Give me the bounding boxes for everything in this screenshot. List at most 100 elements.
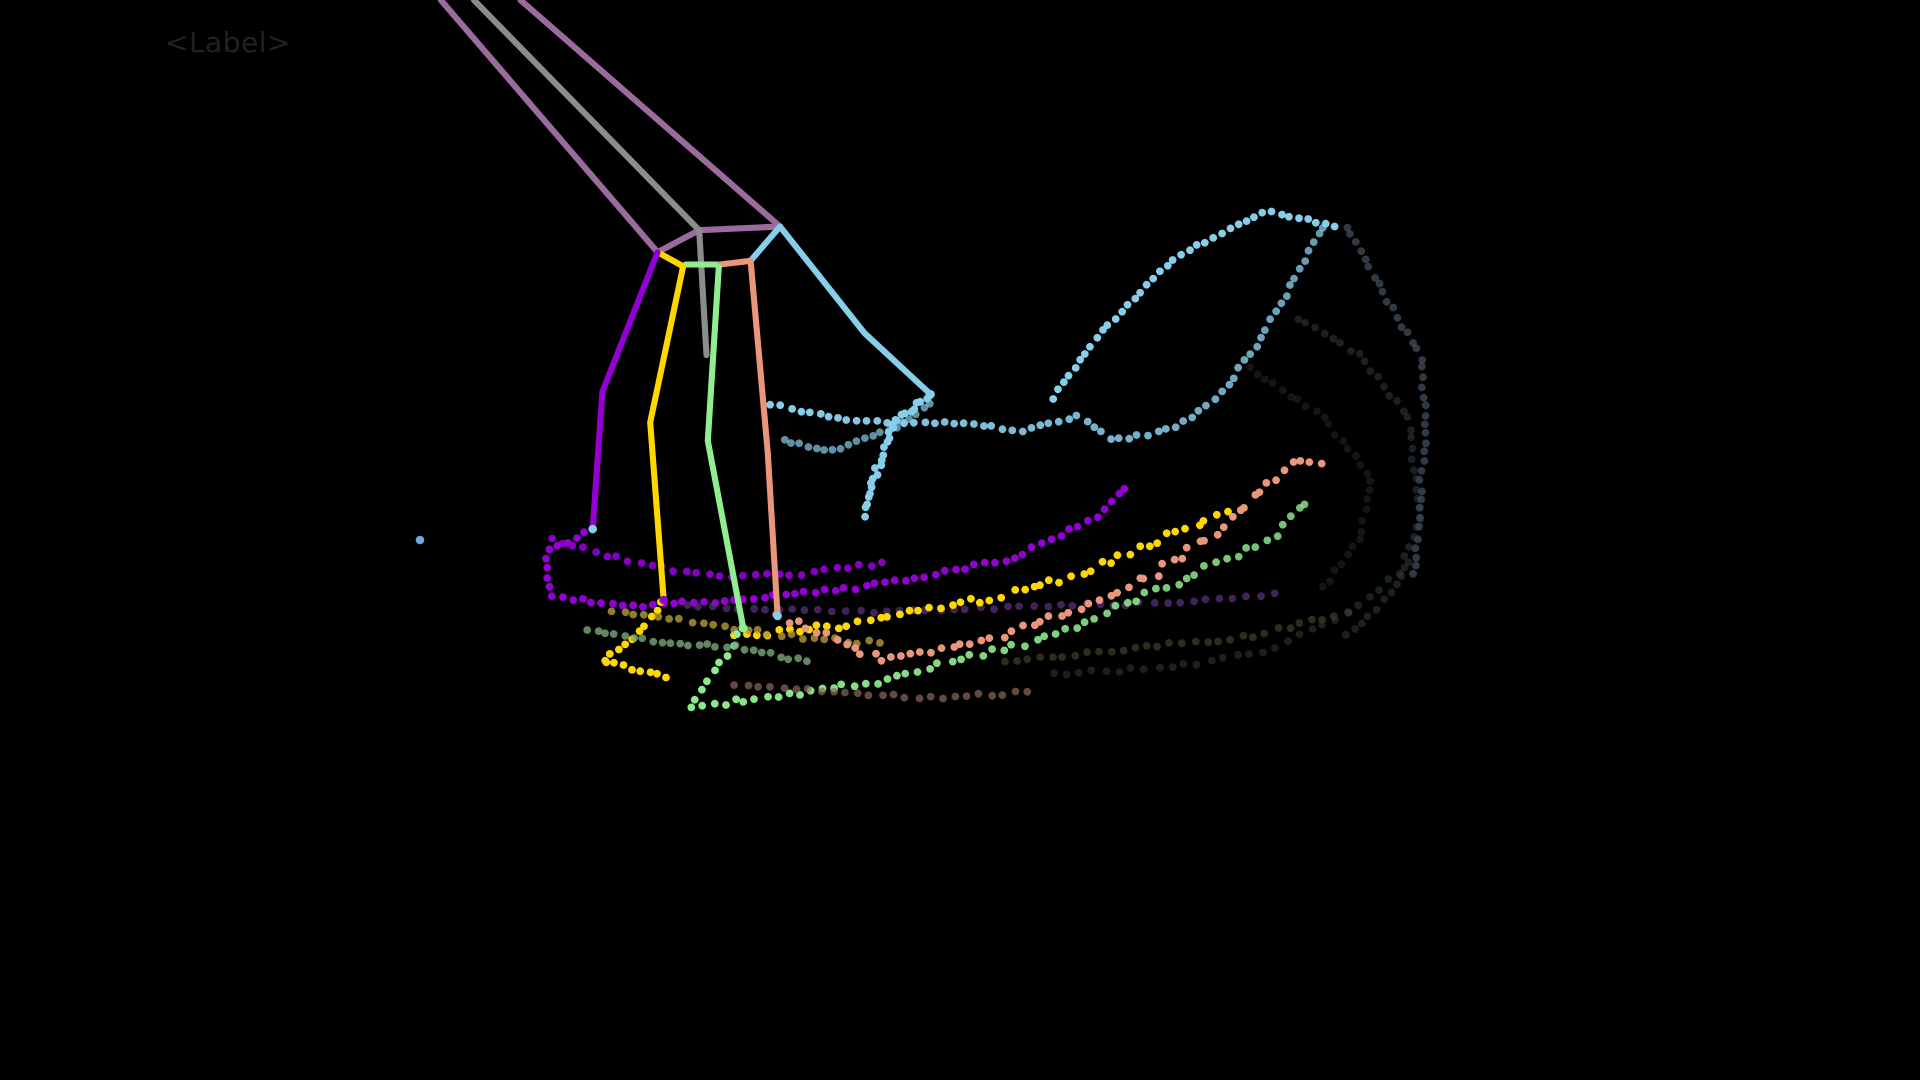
trail-dot — [1326, 577, 1335, 586]
trail-dot — [1260, 375, 1269, 383]
trail-dot — [782, 590, 791, 599]
trail-dot — [1400, 407, 1408, 416]
trail-dot — [1242, 217, 1251, 226]
trail-dot — [1192, 241, 1201, 249]
trail-dot — [1330, 222, 1339, 231]
trail-dot — [761, 593, 769, 602]
trail-dot — [1051, 630, 1060, 638]
ring-knuckle — [716, 257, 754, 268]
trail-dot — [1095, 647, 1103, 656]
trail-dot — [739, 698, 748, 706]
trail-dot — [715, 572, 724, 580]
trail-dot — [690, 695, 699, 704]
trail-dot — [1015, 602, 1023, 611]
trail-dot — [1211, 395, 1220, 404]
trail-dot — [629, 601, 637, 610]
trail-dot — [594, 627, 603, 635]
trail-dot — [1125, 583, 1133, 592]
trail-dot — [1212, 510, 1221, 519]
trail-dot — [1225, 380, 1234, 389]
thumb-trail — [542, 484, 1129, 611]
trail-dot — [1036, 581, 1044, 590]
trail-dot — [805, 408, 814, 417]
trail-dot — [1171, 527, 1180, 536]
trail-dot — [559, 593, 567, 601]
trail-dot — [1355, 349, 1364, 358]
trail-dot — [800, 606, 809, 615]
trail-dot — [1351, 238, 1360, 246]
trail-dot — [797, 571, 806, 579]
trail-dot — [985, 634, 994, 642]
trail-dot — [780, 435, 789, 444]
trail-dot — [744, 681, 753, 690]
trail-dot — [638, 634, 647, 643]
trail-dot — [877, 656, 886, 665]
trail-dot — [1346, 230, 1354, 238]
trail-dot — [1410, 533, 1418, 541]
trail-dot — [1255, 488, 1264, 497]
trail-dot — [824, 412, 833, 421]
trail-dot — [812, 621, 821, 630]
trail-dot — [750, 695, 758, 703]
trail-dot — [997, 593, 1006, 602]
trail-dot — [842, 416, 851, 424]
trail-dot — [1179, 660, 1188, 668]
trail-dot — [1154, 427, 1163, 436]
trail-dot — [792, 685, 801, 694]
trail-dot — [828, 445, 837, 454]
trail-dot — [1071, 651, 1080, 660]
trail-dot — [799, 635, 807, 643]
trail-dot — [1286, 624, 1295, 633]
trail-dot — [1156, 663, 1164, 672]
trail-dot — [1250, 213, 1258, 222]
trail-dot — [1382, 297, 1391, 306]
trail-dot — [1054, 417, 1063, 426]
trail-dot — [1107, 435, 1115, 443]
trail-dot — [1004, 602, 1012, 611]
trail-dot — [1119, 646, 1128, 655]
trail-dot — [1421, 401, 1430, 410]
trail-dot — [1058, 612, 1066, 620]
trail-dot — [1065, 525, 1073, 533]
trail-dot — [791, 589, 799, 598]
trail-dot — [988, 645, 996, 653]
trail-dot — [1087, 666, 1096, 675]
trail-dot — [1035, 617, 1044, 626]
trail-dot — [545, 582, 554, 591]
trail-dot — [763, 569, 771, 578]
trail-dot — [1305, 458, 1314, 466]
trail-dot — [639, 610, 648, 619]
trail-dot — [609, 599, 617, 608]
trail-dot — [1417, 466, 1426, 475]
trail-dot — [1285, 212, 1293, 221]
trail-dot — [1132, 597, 1140, 606]
trail-dot — [1348, 542, 1357, 551]
trail-dot — [1260, 629, 1269, 638]
trail-dot — [683, 601, 692, 609]
trail-dot — [682, 567, 691, 576]
trail-dot — [1008, 426, 1017, 435]
trail-dot — [937, 644, 946, 652]
trail-dot — [1201, 595, 1210, 604]
trail-dot — [861, 434, 869, 442]
trail-dot — [1418, 487, 1426, 496]
trail-dot — [980, 558, 989, 567]
trail-dot — [788, 405, 796, 413]
trail-dot — [948, 657, 957, 666]
trail-dot — [548, 534, 556, 543]
trail-dot — [545, 545, 554, 554]
trail-dot — [1132, 431, 1141, 439]
trail-dot — [698, 685, 706, 694]
trail-dot — [543, 563, 552, 572]
trail-dot — [1404, 558, 1413, 567]
trail-dot — [605, 650, 614, 658]
pinky-trail-fade — [1246, 363, 1374, 591]
trail-dot — [784, 655, 793, 664]
trail-dot — [1416, 513, 1424, 522]
trail-dot — [1177, 639, 1186, 648]
trail-dot — [1165, 639, 1173, 647]
trail-dot — [960, 605, 969, 614]
trail-dot — [1164, 599, 1172, 607]
trail-dot — [1234, 220, 1243, 229]
trail-dot — [881, 578, 889, 587]
